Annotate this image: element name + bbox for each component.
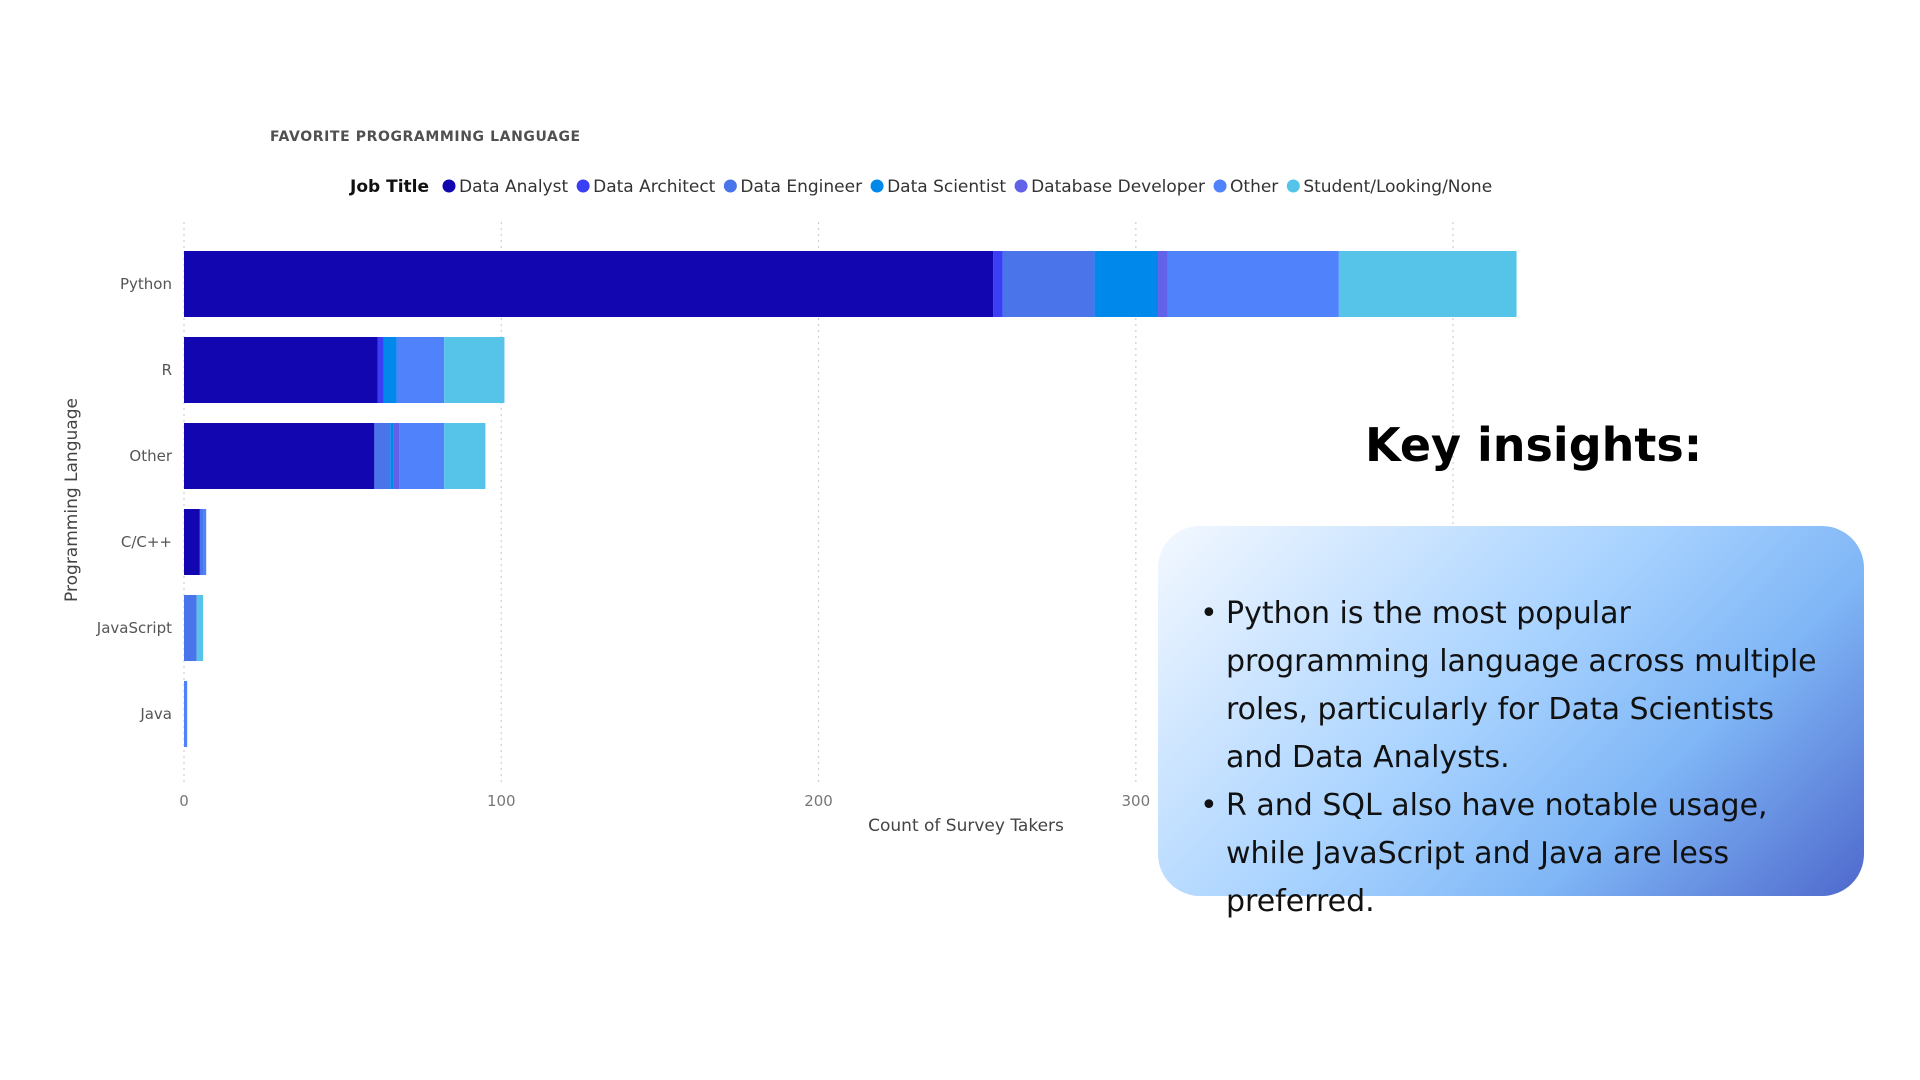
bar-java-other xyxy=(184,681,188,747)
bar-other-database-developer xyxy=(393,423,400,489)
legend-items: Data Analyst Data Architect Data Engineer D… xyxy=(442,177,1492,197)
bar-r-data-analyst xyxy=(184,337,378,403)
y-tick-c-c: C/C++ xyxy=(121,533,172,551)
legend-marker-data-engineer xyxy=(723,179,737,193)
y-tick-javascript: JavaScript xyxy=(96,619,172,637)
legend-title: Job Title xyxy=(349,177,429,197)
bar-python-other xyxy=(1167,251,1339,317)
legend-marker-student-looking-none xyxy=(1286,179,1300,193)
legend-label-data-engineer: Data Engineer xyxy=(740,177,862,197)
insight-bullet-python: Python is the most popular programming l… xyxy=(1200,590,1828,782)
legend-marker-data-architect xyxy=(576,179,590,193)
bar-r-data-architect xyxy=(377,337,384,403)
bar-other-data-analyst xyxy=(184,423,375,489)
insights-heading: Key insights: xyxy=(1365,418,1703,472)
legend-marker-other xyxy=(1213,179,1227,193)
legend-label-database-developer: Database Developer xyxy=(1031,177,1205,197)
bar-python-data-engineer xyxy=(1002,251,1095,317)
bar-r-data-scientist xyxy=(383,337,397,403)
insights-list: Python is the most popular programming l… xyxy=(1194,590,1828,926)
bar-python-database-developer xyxy=(1158,251,1168,317)
legend-label-data-analyst: Data Analyst xyxy=(459,177,568,197)
bars xyxy=(184,251,1517,747)
insight-bullet-r-sql: R and SQL also have notable usage, while… xyxy=(1200,782,1828,926)
legend-label-other: Other xyxy=(1230,177,1278,197)
y-tick-python: Python xyxy=(120,275,172,293)
legend-marker-data-scientist xyxy=(870,179,884,193)
y-axis-tick-labels: Python R Other C/C++ JavaScript Java xyxy=(96,275,173,723)
bar-python-data-architect xyxy=(993,251,1003,317)
legend: Job Title Data Analyst Data Architect Data… xyxy=(349,177,1492,197)
bar-c-c-data-engineer xyxy=(199,509,204,575)
bar-c-c-other xyxy=(203,509,207,575)
legend-label-data-scientist: Data Scientist xyxy=(887,177,1006,197)
legend-marker-database-developer xyxy=(1014,179,1028,193)
bar-python-data-scientist xyxy=(1094,251,1159,317)
bar-r-other xyxy=(396,337,445,403)
y-tick-java: Java xyxy=(139,705,172,723)
bar-python-student-looking-none xyxy=(1338,251,1517,317)
legend-label-data-architect: Data Architect xyxy=(593,177,716,197)
bar-python-data-analyst xyxy=(184,251,994,317)
legend-item-data-analyst: Data Analyst xyxy=(442,177,568,197)
bar-javascript-data-engineer xyxy=(184,595,197,661)
chart-title: FAVORITE PROGRAMMING LANGUAGE xyxy=(270,129,581,145)
x-tick-200: 200 xyxy=(804,792,833,810)
y-tick-other: Other xyxy=(129,447,172,465)
bar-c-c-data-analyst xyxy=(184,509,200,575)
bar-other-data-scientist xyxy=(390,423,394,489)
x-tick-0: 0 xyxy=(179,792,189,810)
bar-other-other xyxy=(399,423,445,489)
legend-item-database-developer: Database Developer xyxy=(1014,177,1205,197)
legend-item-data-scientist: Data Scientist xyxy=(870,177,1006,197)
bar-r-student-looking-none xyxy=(444,337,505,403)
legend-item-data-engineer: Data Engineer xyxy=(723,177,862,197)
bar-other-data-engineer xyxy=(374,423,391,489)
x-axis-title: Count of Survey Takers xyxy=(868,816,1064,836)
x-tick-100: 100 xyxy=(487,792,516,810)
legend-label-student-looking-none: Student/Looking/None xyxy=(1303,177,1492,197)
legend-item-other: Other xyxy=(1213,177,1278,197)
y-tick-r: R xyxy=(162,361,172,379)
bar-javascript-student-looking-none xyxy=(196,595,204,661)
x-tick-300: 300 xyxy=(1121,792,1150,810)
insights-card: Python is the most popular programming l… xyxy=(1158,526,1864,919)
legend-marker-data-analyst xyxy=(442,179,456,193)
bar-other-student-looking-none xyxy=(444,423,486,489)
y-axis-title: Programming Language xyxy=(62,398,82,602)
legend-item-student-looking-none: Student/Looking/None xyxy=(1286,177,1492,197)
legend-item-data-architect: Data Architect xyxy=(576,177,716,197)
